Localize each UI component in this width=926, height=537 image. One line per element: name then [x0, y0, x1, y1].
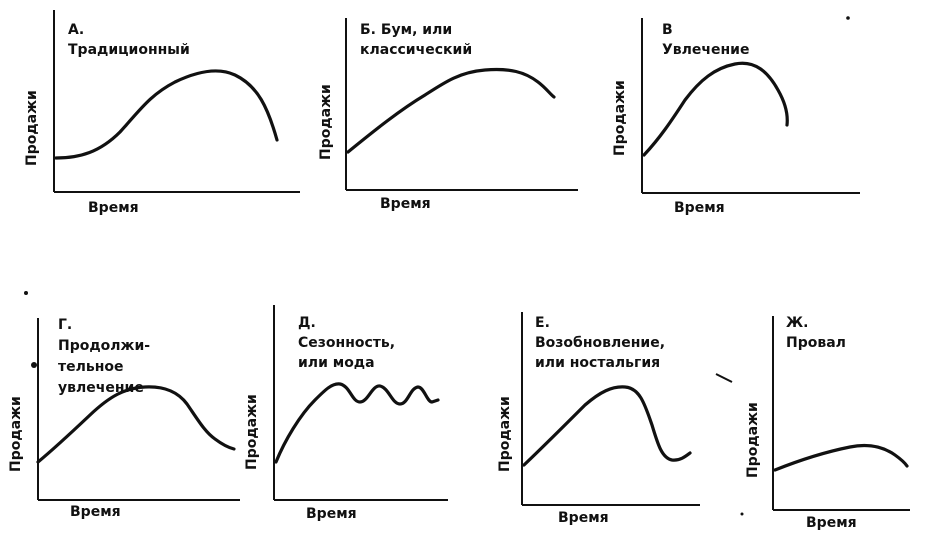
sales-curve-failure: [773, 443, 909, 472]
scan-speck: [24, 291, 28, 295]
scan-speck: [31, 362, 37, 368]
panel-title: Б. Бум, или классический: [360, 22, 473, 58]
x-axis-label: Время: [306, 506, 357, 522]
sales-curve-fad: [642, 61, 789, 157]
panel-title: Е. Возобновление, или ностальгия: [535, 315, 666, 371]
sales-curve-boom: [346, 67, 556, 154]
scan-mark: [715, 373, 733, 383]
x-axis-label: Время: [558, 510, 609, 526]
scan-speck: [846, 16, 850, 20]
sales-curve-revival: [522, 385, 692, 467]
x-axis-label: Время: [70, 504, 121, 520]
sales-curve-seasonality: [274, 382, 440, 464]
panel-title: Д. Сезонность, или мода: [298, 315, 396, 371]
x-axis-label: Время: [380, 196, 431, 212]
x-axis-label: Время: [806, 515, 857, 531]
scan-speck: [740, 512, 744, 516]
panel-title: Г. Продолжи- тельное увлечение: [58, 317, 151, 396]
sales-curve-traditional: [54, 69, 279, 160]
y-axis-label: Продажи: [745, 402, 761, 478]
sales-curve-prolonged-fad: [36, 385, 236, 464]
x-axis-label: Время: [674, 200, 725, 216]
x-axis-label: Время: [88, 200, 139, 216]
panel-title: В Увлечение: [662, 22, 750, 58]
panel-title: Ж. Провал: [786, 315, 846, 351]
panel-title: А. Традиционный: [68, 22, 190, 58]
